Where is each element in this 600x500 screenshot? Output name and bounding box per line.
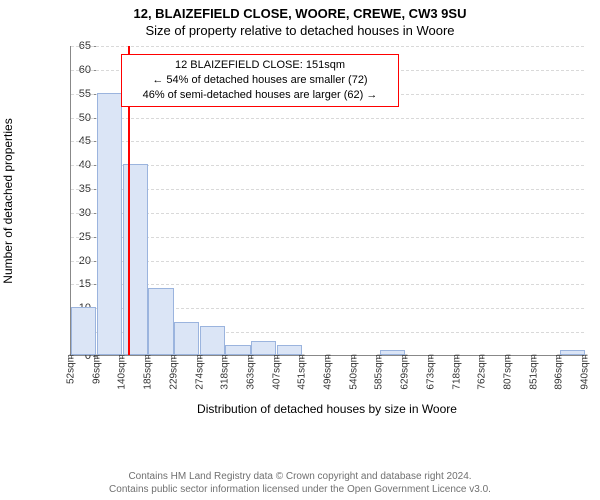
x-tick: 140sqm <box>117 354 128 390</box>
histogram-bar <box>148 288 173 355</box>
gridline <box>71 165 584 166</box>
gridline <box>71 189 584 190</box>
gridline <box>71 261 584 262</box>
x-tick: 451sqm <box>297 354 308 390</box>
histogram-bar <box>380 350 405 355</box>
footer-attribution: Contains HM Land Registry data © Crown c… <box>0 470 600 496</box>
x-tick: 318sqm <box>220 354 231 390</box>
x-tick: 718sqm <box>451 354 462 390</box>
gridline <box>71 237 584 238</box>
gridline <box>71 141 584 142</box>
x-tick: 940sqm <box>580 354 591 390</box>
x-tick: 540sqm <box>348 354 359 390</box>
histogram-bar <box>277 345 302 355</box>
chart-title-1: 12, BLAIZEFIELD CLOSE, WOORE, CREWE, CW3… <box>0 0 600 21</box>
x-tick: 274sqm <box>194 354 205 390</box>
x-tick: 629sqm <box>400 354 411 390</box>
x-tick: 673sqm <box>425 354 436 390</box>
x-tick: 363sqm <box>245 354 256 390</box>
histogram-bar <box>560 350 585 355</box>
histogram-bar <box>200 326 225 355</box>
histogram-bar <box>71 307 96 355</box>
footer-line-2: Contains public sector information licen… <box>0 483 600 496</box>
x-tick: 851sqm <box>528 354 539 390</box>
x-axis-label: Distribution of detached houses by size … <box>70 402 584 454</box>
plot-area: 0510152025303540455055606552sqm96sqm140s… <box>70 46 584 356</box>
histogram-bar <box>174 322 199 355</box>
annot-line-2: ← 54% of detached houses are smaller (72… <box>128 73 392 88</box>
gridline <box>71 118 584 119</box>
x-tick: 807sqm <box>502 354 513 390</box>
x-tick: 585sqm <box>374 354 385 390</box>
x-tick: 496sqm <box>323 354 334 390</box>
gridline <box>71 213 584 214</box>
histogram-bar <box>251 341 276 355</box>
histogram-bar <box>97 93 122 355</box>
chart-area: Number of detached properties 0510152025… <box>44 46 584 406</box>
x-tick: 229sqm <box>168 354 179 390</box>
x-tick: 52sqm <box>66 354 77 384</box>
x-tick: 896sqm <box>554 354 565 390</box>
gridline <box>71 284 584 285</box>
annot-line-1: 12 BLAIZEFIELD CLOSE: 151sqm <box>128 58 392 73</box>
annotation-box: 12 BLAIZEFIELD CLOSE: 151sqm← 54% of det… <box>121 54 399 107</box>
chart-title-2: Size of property relative to detached ho… <box>0 21 600 42</box>
histogram-bar <box>225 345 250 355</box>
x-tick: 185sqm <box>143 354 154 390</box>
y-axis-label: Number of detached properties <box>1 118 15 283</box>
annot-line-3: 46% of semi-detached houses are larger (… <box>128 88 392 103</box>
x-tick: 762sqm <box>477 354 488 390</box>
gridline <box>71 46 584 47</box>
footer-line-1: Contains HM Land Registry data © Crown c… <box>0 470 600 483</box>
x-tick: 96sqm <box>91 354 102 384</box>
histogram-bar <box>123 164 148 355</box>
x-tick: 407sqm <box>271 354 282 390</box>
